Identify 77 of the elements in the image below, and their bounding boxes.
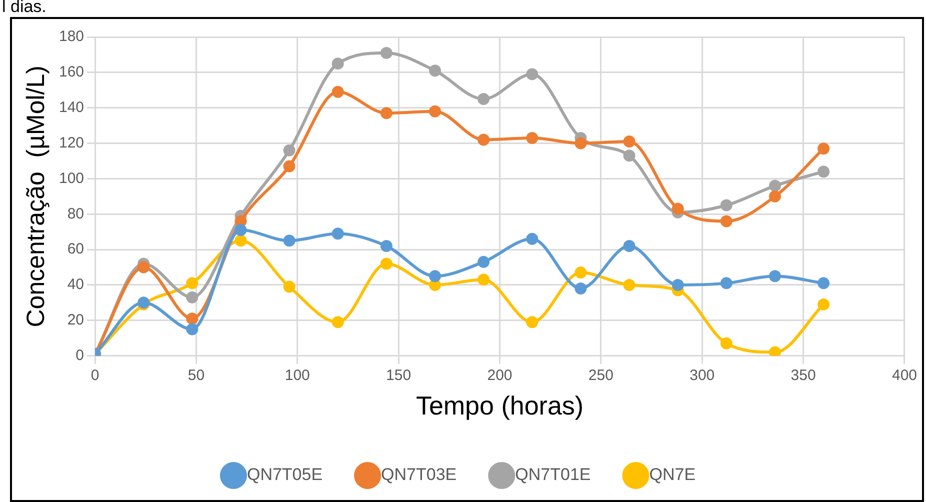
point [283, 160, 296, 172]
point [283, 280, 296, 293]
x-tick-label: 100 [284, 366, 310, 384]
point [768, 190, 781, 202]
y-tick-label: 120 [58, 134, 84, 152]
point [672, 202, 684, 215]
y-tick-label: 60 [67, 240, 84, 258]
x-tick-label: 200 [487, 366, 512, 384]
point [478, 92, 490, 105]
point [768, 270, 781, 282]
point [186, 323, 198, 336]
point [526, 132, 538, 144]
point [768, 180, 781, 192]
point [623, 240, 636, 252]
point [478, 274, 490, 286]
point [138, 261, 150, 274]
x-tick-label: 350 [790, 366, 816, 384]
point [818, 142, 830, 155]
y-axis-title: Concentração (µMol/L) [22, 66, 50, 328]
point [429, 105, 441, 118]
point [186, 277, 198, 290]
point [332, 86, 344, 98]
x-tick-label: 250 [588, 366, 614, 384]
y-tick-label: 0 [76, 346, 84, 364]
point [332, 316, 344, 328]
point [234, 234, 247, 247]
y-tick-label: 180 [58, 28, 84, 46]
point [818, 166, 830, 178]
x-tick-label: 150 [386, 366, 412, 384]
x-tick-label: 0 [90, 366, 100, 384]
point [380, 107, 392, 120]
point [818, 277, 830, 290]
point [574, 282, 587, 294]
point [526, 68, 538, 80]
y-tick-label: 20 [67, 312, 84, 329]
point [818, 298, 830, 310]
y-tick-label: 40 [67, 276, 84, 294]
y-tick-label: 100 [58, 170, 84, 187]
point [429, 270, 441, 282]
point [380, 46, 392, 59]
point [574, 137, 587, 150]
point [526, 232, 538, 245]
point [623, 278, 636, 291]
text: l dias. [2, 0, 46, 16]
point [283, 234, 296, 247]
point [768, 346, 781, 356]
point [526, 316, 538, 328]
x-tick-label: 400 [892, 366, 917, 384]
point [283, 144, 296, 156]
y-tick-label: 160 [58, 64, 84, 81]
legend-label: QN7T01E [515, 465, 591, 484]
point [332, 58, 344, 70]
point [574, 266, 587, 279]
legend-label: QN7E [649, 465, 696, 484]
point [720, 277, 732, 290]
legend-label: QN7T05E [246, 465, 323, 484]
point [720, 199, 732, 212]
point [478, 134, 490, 146]
point [672, 278, 684, 291]
point [186, 312, 198, 325]
point [380, 258, 392, 270]
point [720, 215, 732, 228]
legend-label: QN7T03E [381, 465, 457, 484]
point [186, 291, 198, 304]
point [234, 224, 247, 236]
x-tick-label: 50 [188, 366, 205, 384]
point [332, 228, 344, 240]
x-tick-label: 300 [690, 366, 715, 384]
point [623, 150, 636, 162]
x-axis-title: Tempo (horas) [416, 390, 584, 421]
point [623, 135, 636, 148]
y-tick-label: 140 [58, 98, 84, 116]
point [478, 256, 490, 268]
point [720, 337, 732, 350]
point [380, 240, 392, 252]
y-tick-label: 80 [67, 205, 84, 222]
point [429, 64, 441, 77]
